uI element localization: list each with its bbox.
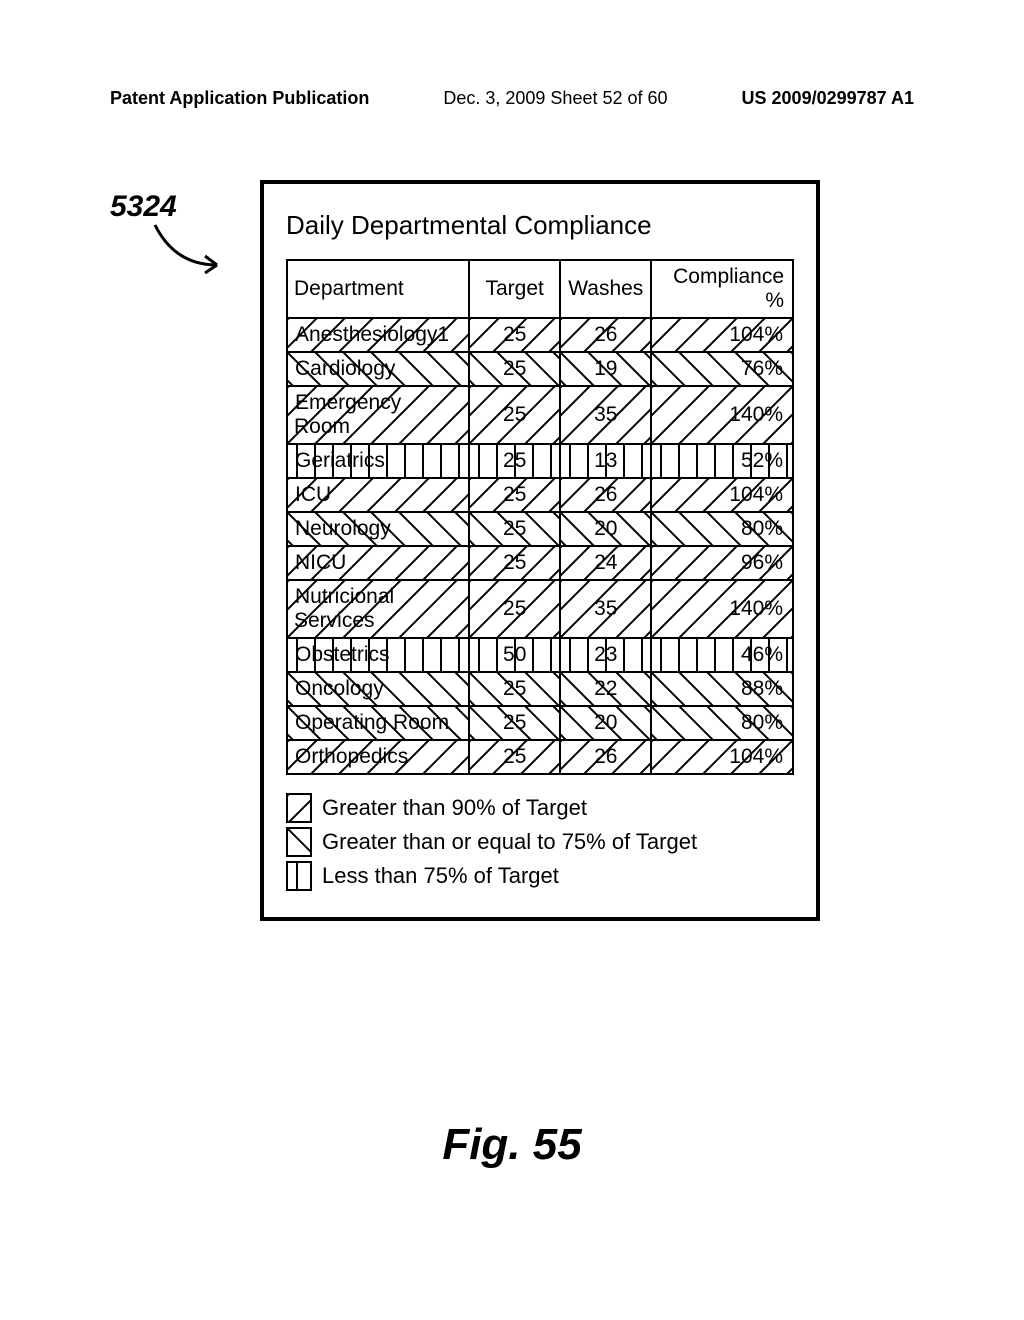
table-row: Emergency Room2535140% [287, 386, 793, 444]
cell-target: 25 [469, 512, 560, 546]
cell-target: 25 [469, 546, 560, 580]
header-left: Patent Application Publication [110, 88, 369, 109]
table-header-row: Department Target Washes Compliance % [287, 260, 793, 318]
cell-department: NICU [287, 546, 469, 580]
cell-washes: 26 [560, 740, 651, 774]
col-washes: Washes [560, 260, 651, 318]
cell-target: 25 [469, 386, 560, 444]
reference-arrow-icon [145, 220, 235, 280]
cell-washes: 26 [560, 318, 651, 352]
col-target: Target [469, 260, 560, 318]
table-row: Obstetrics502346% [287, 638, 793, 672]
cell-washes: 35 [560, 580, 651, 638]
cell-department: Obstetrics [287, 638, 469, 672]
figure-caption: Fig. 55 [0, 1120, 1024, 1170]
figure-reference-number: 5324 [110, 190, 177, 224]
legend-row: Less than 75% of Target [286, 861, 794, 891]
cell-washes: 13 [560, 444, 651, 478]
cell-target: 25 [469, 352, 560, 386]
cell-department: Neurology [287, 512, 469, 546]
table-row: Operating Room252080% [287, 706, 793, 740]
table-row: Orthopedics2526104% [287, 740, 793, 774]
cell-washes: 20 [560, 512, 651, 546]
cell-target: 50 [469, 638, 560, 672]
cell-compliance: 80% [651, 706, 793, 740]
cell-compliance: 104% [651, 478, 793, 512]
cell-department: Cardiology [287, 352, 469, 386]
cell-department: Nutricional Services [287, 580, 469, 638]
cell-target: 25 [469, 444, 560, 478]
cell-target: 25 [469, 706, 560, 740]
table-row: ICU2526104% [287, 478, 793, 512]
cell-washes: 24 [560, 546, 651, 580]
table-row: Cardiology251976% [287, 352, 793, 386]
compliance-table: Department Target Washes Compliance % An… [286, 259, 794, 775]
cell-washes: 20 [560, 706, 651, 740]
cell-washes: 26 [560, 478, 651, 512]
cell-department: Anesthesiology1 [287, 318, 469, 352]
cell-compliance: 104% [651, 318, 793, 352]
cell-target: 25 [469, 318, 560, 352]
legend-label: Greater than 90% of Target [322, 795, 587, 821]
cell-compliance: 88% [651, 672, 793, 706]
cell-department: Oncology [287, 672, 469, 706]
header-center: Dec. 3, 2009 Sheet 52 of 60 [443, 88, 667, 109]
legend: Greater than 90% of Target Greater than o… [286, 793, 794, 891]
cell-compliance: 52% [651, 444, 793, 478]
table-row: Anesthesiology12526104% [287, 318, 793, 352]
cell-department: Emergency Room [287, 386, 469, 444]
cell-compliance: 104% [651, 740, 793, 774]
table-row: Geriatrics251352% [287, 444, 793, 478]
cell-department: ICU [287, 478, 469, 512]
cell-compliance: 76% [651, 352, 793, 386]
col-department: Department [287, 260, 469, 318]
legend-label: Less than 75% of Target [322, 863, 559, 889]
table-row: Neurology252080% [287, 512, 793, 546]
table-row: Oncology252288% [287, 672, 793, 706]
compliance-panel: Daily Departmental Compliance Department… [260, 180, 820, 921]
cell-department: Orthopedics [287, 740, 469, 774]
cell-compliance: 140% [651, 580, 793, 638]
cell-washes: 23 [560, 638, 651, 672]
col-compliance: Compliance % [651, 260, 793, 318]
legend-swatch-icon [286, 793, 312, 823]
cell-compliance: 96% [651, 546, 793, 580]
cell-compliance: 140% [651, 386, 793, 444]
legend-row: Greater than or equal to 75% of Target [286, 827, 794, 857]
cell-target: 25 [469, 672, 560, 706]
legend-swatch-icon [286, 827, 312, 857]
cell-target: 25 [469, 478, 560, 512]
cell-washes: 35 [560, 386, 651, 444]
cell-compliance: 46% [651, 638, 793, 672]
legend-label: Greater than or equal to 75% of Target [322, 829, 697, 855]
legend-swatch-icon [286, 861, 312, 891]
table-row: Nutricional Services2535140% [287, 580, 793, 638]
cell-department: Operating Room [287, 706, 469, 740]
panel-title: Daily Departmental Compliance [264, 204, 816, 259]
cell-department: Geriatrics [287, 444, 469, 478]
table-row: NICU252496% [287, 546, 793, 580]
cell-target: 25 [469, 580, 560, 638]
cell-compliance: 80% [651, 512, 793, 546]
cell-washes: 19 [560, 352, 651, 386]
cell-target: 25 [469, 740, 560, 774]
header-right: US 2009/0299787 A1 [742, 88, 914, 109]
page-header: Patent Application Publication Dec. 3, 2… [0, 88, 1024, 109]
cell-washes: 22 [560, 672, 651, 706]
legend-row: Greater than 90% of Target [286, 793, 794, 823]
